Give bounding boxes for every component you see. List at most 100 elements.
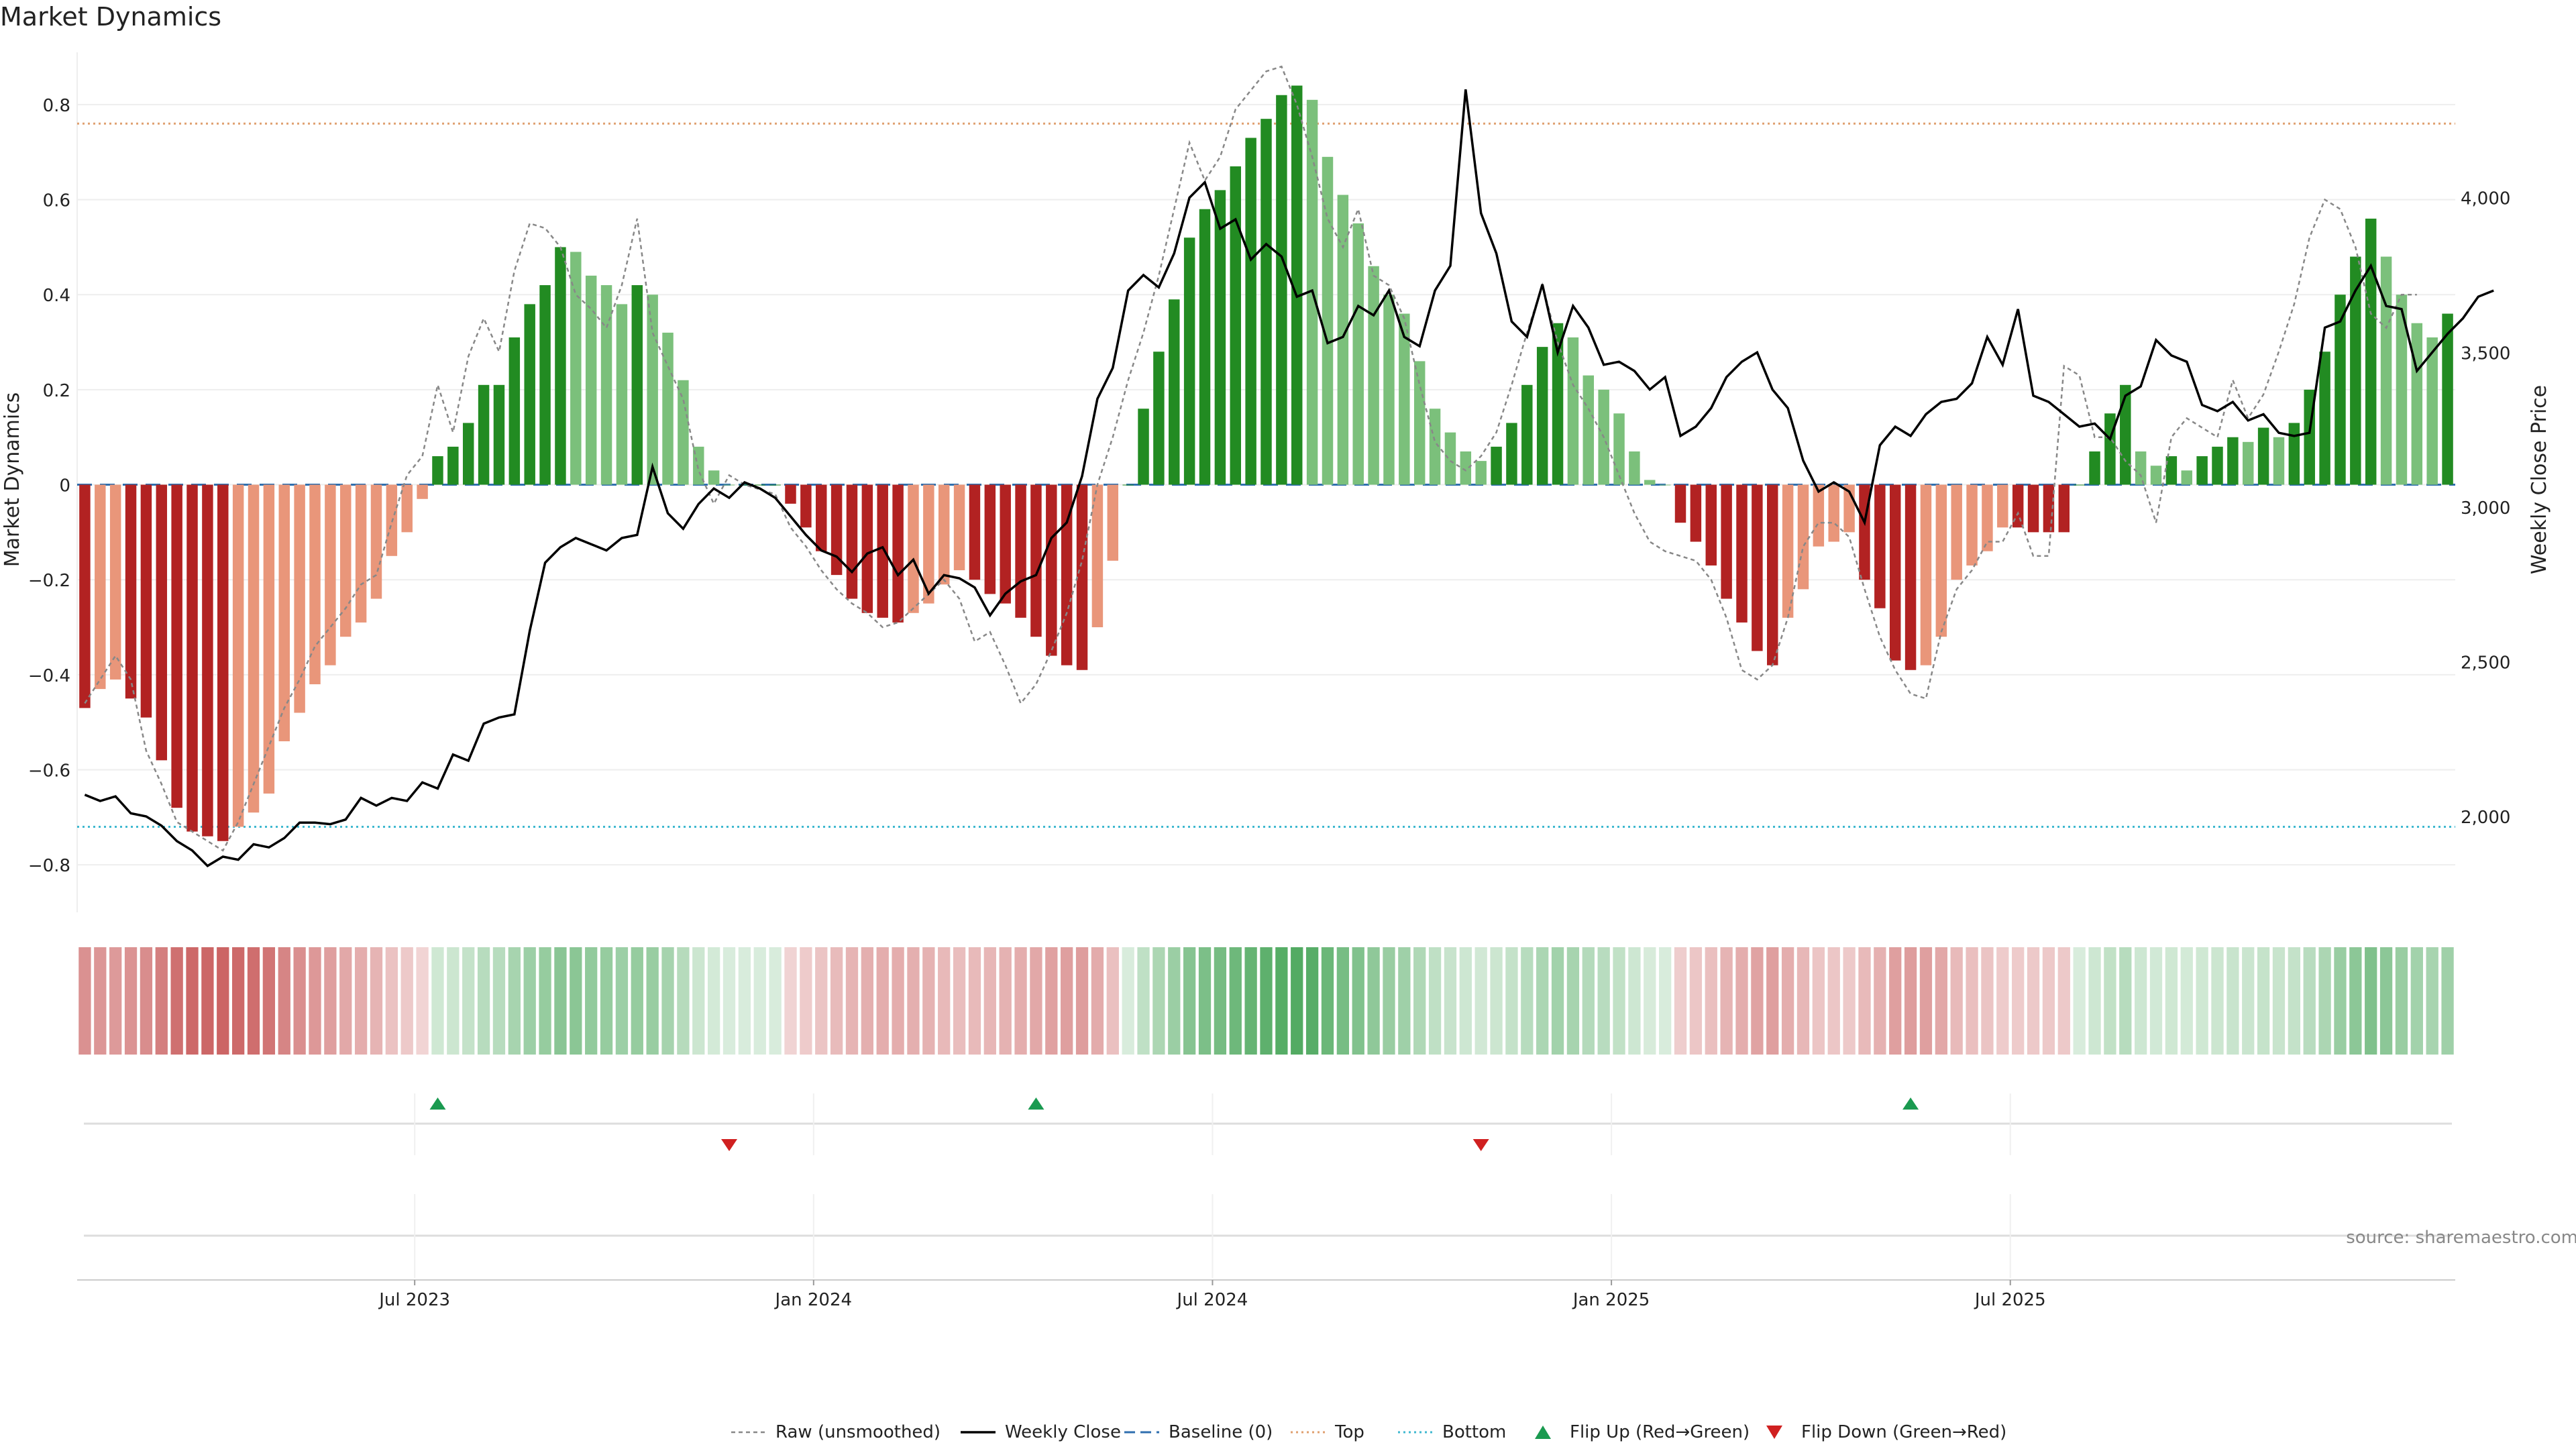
strip-cell bbox=[1075, 947, 1089, 1055]
strip-cell bbox=[2119, 947, 2132, 1055]
strip-cell bbox=[1613, 947, 1625, 1055]
y2-axis-ticks: 4,000 3,500 3,000 2,500 2,000 bbox=[2461, 189, 2510, 828]
bar bbox=[1813, 484, 1825, 547]
bar bbox=[2426, 337, 2438, 485]
strip-cell bbox=[585, 947, 598, 1055]
x-tick-label: Jan 2025 bbox=[1572, 1290, 1650, 1310]
flip-panel bbox=[84, 1093, 2452, 1278]
strip-cell bbox=[1919, 947, 1933, 1055]
bar bbox=[171, 484, 182, 808]
bar bbox=[2012, 484, 2024, 528]
bar bbox=[1183, 237, 1195, 485]
legend-label: Flip Down (Green→Red) bbox=[1801, 1422, 2006, 1442]
strip-cell bbox=[1935, 947, 1947, 1055]
bar bbox=[263, 484, 275, 794]
strip-cell bbox=[1260, 947, 1273, 1055]
bar bbox=[1889, 484, 1901, 661]
strip-cell bbox=[692, 947, 705, 1055]
bar bbox=[2411, 323, 2423, 485]
strip-cell bbox=[278, 947, 290, 1055]
bar bbox=[1091, 484, 1104, 628]
strip-cell bbox=[78, 947, 91, 1055]
strip-cell bbox=[1751, 947, 1764, 1055]
bar bbox=[1674, 484, 1686, 523]
bar bbox=[125, 484, 137, 699]
strip-cell bbox=[339, 947, 352, 1055]
strip-cell bbox=[1812, 947, 1825, 1055]
bar bbox=[1030, 484, 1042, 637]
bar bbox=[1276, 95, 1287, 485]
bar bbox=[1368, 266, 1379, 485]
bar bbox=[1629, 451, 1640, 485]
y2-tick-label: 3,500 bbox=[2461, 343, 2510, 364]
strip-cell bbox=[2027, 947, 2040, 1055]
strip-cell bbox=[2410, 947, 2423, 1055]
bar bbox=[1920, 484, 1932, 665]
strip-cell bbox=[2134, 947, 2147, 1055]
bar bbox=[1245, 138, 1256, 485]
bar bbox=[1291, 85, 1303, 485]
bar bbox=[1000, 484, 1011, 604]
strip-cell bbox=[416, 947, 429, 1055]
flip-down-marker bbox=[1472, 1139, 1489, 1151]
bar bbox=[708, 470, 720, 485]
bar bbox=[2227, 437, 2239, 485]
strip-cell bbox=[1843, 947, 1856, 1055]
bar bbox=[493, 384, 505, 485]
strip-cell bbox=[631, 947, 643, 1055]
bar bbox=[1613, 413, 1625, 485]
strip-cell bbox=[140, 947, 153, 1055]
strip-cell bbox=[1398, 947, 1411, 1055]
strip-cell bbox=[1981, 947, 1994, 1055]
bar bbox=[769, 484, 781, 486]
bar bbox=[432, 456, 443, 485]
bar bbox=[739, 484, 751, 486]
strip-cell bbox=[1091, 947, 1104, 1055]
bar bbox=[555, 247, 566, 485]
bar bbox=[785, 484, 796, 504]
bar bbox=[1352, 223, 1364, 485]
bar bbox=[1767, 484, 1778, 665]
bar bbox=[186, 484, 198, 832]
legend-label: Top bbox=[1334, 1422, 1364, 1442]
bar bbox=[892, 484, 904, 623]
strip-cell bbox=[1061, 947, 1073, 1055]
bar bbox=[830, 484, 843, 576]
strip-cell bbox=[400, 947, 413, 1055]
strip-cell bbox=[1505, 947, 1518, 1055]
legend-entry: Weekly Close bbox=[961, 1422, 1121, 1442]
flip-up-marker bbox=[1902, 1097, 1919, 1110]
legend-label: Bottom bbox=[1442, 1422, 1506, 1442]
bar bbox=[1491, 446, 1502, 485]
strip-cell bbox=[370, 947, 383, 1055]
bar bbox=[585, 275, 597, 485]
bar bbox=[1997, 484, 2008, 528]
y2-tick-label: 4,000 bbox=[2461, 189, 2510, 209]
bar bbox=[1429, 409, 1441, 485]
bar bbox=[2273, 437, 2285, 485]
strip-cell bbox=[876, 947, 889, 1055]
bar bbox=[202, 484, 213, 837]
strip-cell bbox=[462, 947, 475, 1055]
bar bbox=[953, 484, 965, 571]
bar bbox=[1337, 195, 1349, 485]
y2-tick-label: 2,000 bbox=[2461, 808, 2510, 828]
strip-cell bbox=[2242, 947, 2255, 1055]
bar bbox=[1475, 461, 1487, 485]
legend-entry: Flip Up (Red→Green) bbox=[1535, 1422, 1750, 1442]
strip-cell bbox=[1766, 947, 1779, 1055]
strip-cell bbox=[2073, 947, 2086, 1055]
strip-cell bbox=[2088, 947, 2101, 1055]
strip-cell bbox=[1536, 947, 1549, 1055]
strip-cell bbox=[539, 947, 551, 1055]
bar bbox=[2396, 294, 2408, 485]
y2-tick-label: 2,500 bbox=[2461, 653, 2510, 673]
strip-cell bbox=[1827, 947, 1840, 1055]
bar bbox=[2288, 423, 2300, 485]
strip-cell bbox=[1122, 947, 1134, 1055]
strip-cell bbox=[953, 947, 966, 1055]
strip-cell bbox=[845, 947, 859, 1055]
bar bbox=[1046, 484, 1057, 656]
strip-cell bbox=[738, 947, 751, 1055]
bar bbox=[2120, 384, 2131, 485]
